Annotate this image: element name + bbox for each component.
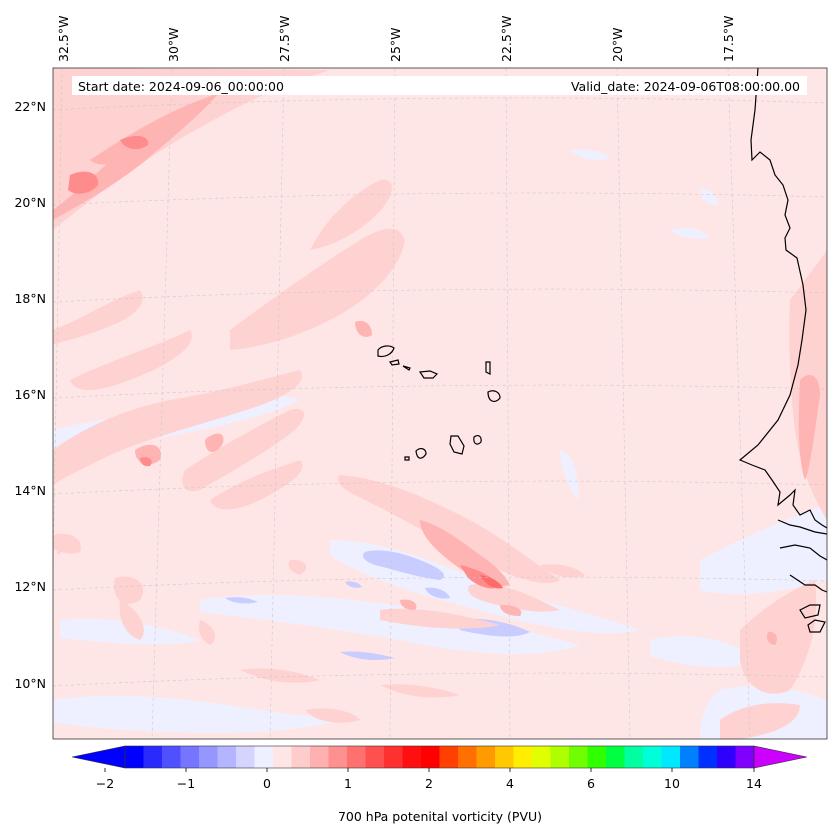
colorbar-cell	[587, 746, 607, 768]
colorbar-cell	[735, 746, 755, 768]
colorbar-cell	[439, 746, 459, 768]
colorbar-cell	[532, 746, 551, 768]
colorbar-tick-label: 14	[746, 776, 762, 791]
colorbar-ticks	[104, 768, 755, 772]
colorbar-cell	[458, 746, 477, 768]
colorbar-cell	[199, 746, 218, 768]
colorbar-cell	[365, 746, 385, 768]
colorbar-cell	[347, 746, 366, 768]
colorbar-cell	[291, 746, 311, 768]
colorbar-tick-label: 1	[344, 776, 352, 791]
colorbar-cell	[310, 746, 329, 768]
lon-label: 17.5°W	[721, 16, 736, 62]
colorbar-cell	[180, 746, 200, 768]
colorbar-over-arrow	[753, 745, 808, 769]
pv-positive-low-contours	[53, 68, 827, 739]
lon-label: 30°W	[166, 27, 181, 62]
colorbar-cell	[606, 746, 625, 768]
lat-label: 16°N	[14, 387, 46, 402]
colorbar-tick-label: 4	[506, 776, 514, 791]
colorbar-cell	[513, 746, 533, 768]
graticule	[53, 68, 827, 739]
colorbar-frame	[124, 745, 755, 769]
lat-label: 22°N	[14, 99, 46, 114]
map-frame	[52, 67, 828, 740]
pv-positive-peak-contours	[480, 575, 503, 589]
colorbar-tick-label: 2	[425, 776, 433, 791]
colorbar-tick-labels: −2 −1 0 1 2 4 6 10 14	[96, 776, 762, 791]
colorbar-cell	[550, 746, 570, 768]
longitude-labels: 32.5°W 30°W 27.5°W 25°W 22.5°W 20°W 17.5…	[56, 16, 736, 62]
colorbar-cell	[236, 746, 255, 768]
map-panel	[53, 68, 827, 739]
colorbar-cell	[717, 746, 736, 768]
lat-label: 20°N	[14, 195, 46, 210]
colorbar-cell	[162, 746, 181, 768]
colorbar-tick-label: 0	[263, 776, 271, 791]
colorbar-cell	[384, 746, 403, 768]
colorbar-cell	[569, 746, 588, 768]
lat-label: 12°N	[14, 579, 46, 594]
lon-label: 22.5°W	[499, 16, 514, 62]
colorbar-cell	[273, 746, 292, 768]
cape-verde-islands	[377, 345, 501, 461]
colorbar-cell	[421, 746, 440, 768]
colorbar-label: 700 hPa potenital vorticity (PVU)	[338, 809, 542, 824]
colorbar-cell	[680, 746, 699, 768]
colorbar-cell	[328, 746, 348, 768]
colorbar-cell	[661, 746, 681, 768]
latitude-labels: 22°N 20°N 18°N 16°N 14°N 12°N 10°N	[14, 99, 46, 691]
colorbar-cell	[495, 746, 514, 768]
valid-date: Valid_date: 2024-09-06T08:00:00.00	[571, 79, 800, 94]
date-banner	[72, 76, 807, 95]
start-date: Start date: 2024-09-06_00:00:00	[78, 79, 284, 94]
colorbar-under-arrow	[71, 745, 126, 769]
colorbar-cell	[217, 746, 237, 768]
colorbar-tick-label: 10	[664, 776, 680, 791]
colorbar-cell	[143, 746, 163, 768]
colorbar-cell	[402, 746, 422, 768]
lon-label: 20°W	[610, 27, 625, 62]
colorbar-tick-label: 6	[587, 776, 595, 791]
coastline	[738, 68, 827, 633]
colorbar: −2 −1 0 1 2 4 6 10 14 700 hPa potenital …	[71, 745, 808, 824]
lat-label: 10°N	[14, 676, 46, 691]
lat-label: 18°N	[14, 291, 46, 306]
colorbar-cell	[698, 746, 718, 768]
colorbar-tick-label: −2	[96, 776, 114, 791]
lat-label: 14°N	[14, 483, 46, 498]
colorbar-tick-label: −1	[177, 776, 195, 791]
colorbar-cell	[624, 746, 644, 768]
colorbar-cell	[254, 746, 274, 768]
lon-label: 25°W	[388, 27, 403, 62]
colorbar-cell	[643, 746, 662, 768]
lon-label: 32.5°W	[56, 16, 71, 62]
colorbar-cell	[125, 746, 144, 768]
colorbar-cell	[476, 746, 496, 768]
lon-label: 27.5°W	[277, 16, 292, 62]
